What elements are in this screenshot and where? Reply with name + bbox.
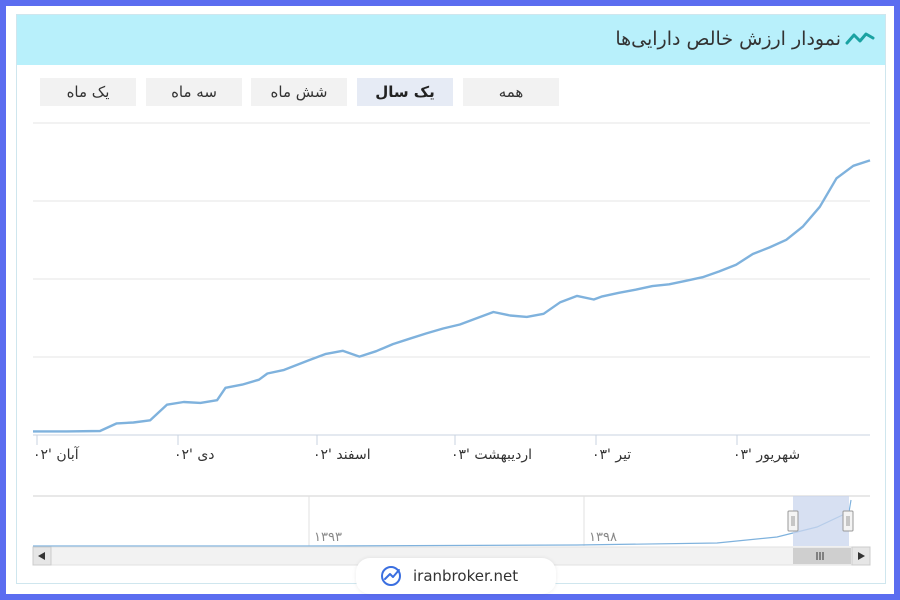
chart-header: نمودار ارزش خالص دارایی‌ها <box>17 15 885 65</box>
series-line <box>33 159 871 433</box>
watermark-badge: iranbroker.net <box>356 558 556 594</box>
tab-three-months[interactable]: سه ماه <box>146 78 242 106</box>
navigator-label: ۱۳۹۸ <box>589 530 617 545</box>
navigator-label: ۱۳۹۳ <box>314 530 342 545</box>
chart-title: نمودار ارزش خالص دارایی‌ها <box>615 28 841 50</box>
scroll-grip-icon <box>816 552 824 560</box>
scrollbar-left-button[interactable] <box>32 546 52 566</box>
x-tick-label: دی '۰۲ <box>174 447 215 463</box>
scrollbar-right-button[interactable] <box>851 546 871 566</box>
watermark-text: iranbroker.net <box>413 567 519 585</box>
chart-card: نمودار ارزش خالص دارایی‌ها همه یک سال شش… <box>16 14 886 584</box>
navigator: ۱۳۹۳ ۱۳۹۸ <box>32 495 871 566</box>
range-handle-icon[interactable] <box>787 510 799 532</box>
trend-logo-icon <box>381 566 401 586</box>
tab-one-month[interactable]: یک ماه <box>40 78 136 106</box>
x-tick-label: تیر '۰۳ <box>592 447 631 463</box>
range-handle-icon[interactable] <box>842 510 854 532</box>
tick-layer: آبان '۰۲ دی '۰۲ اسفند '۰۲ اردیبهشت '۰۳ تیر '… <box>33 435 800 463</box>
tab-all[interactable]: همه <box>463 78 559 106</box>
arrow-right-icon <box>858 552 865 560</box>
trend-line-icon <box>845 32 875 45</box>
x-tick-label: اردیبهشت '۰۳ <box>451 447 532 463</box>
x-tick-label: شهریور '۰۳ <box>733 447 800 463</box>
navigator-series <box>33 499 852 547</box>
tab-six-months[interactable]: شش ماه <box>251 78 347 106</box>
scrollbar-thumb[interactable] <box>793 548 851 564</box>
x-tick-label: آبان '۰۲ <box>33 446 80 463</box>
navigator-selected-range[interactable] <box>793 496 849 546</box>
x-tick-label: اسفند '۰۲ <box>313 447 371 463</box>
tab-one-year[interactable]: یک سال <box>357 78 453 106</box>
grid-layer <box>33 122 870 436</box>
arrow-left-icon <box>38 552 45 560</box>
